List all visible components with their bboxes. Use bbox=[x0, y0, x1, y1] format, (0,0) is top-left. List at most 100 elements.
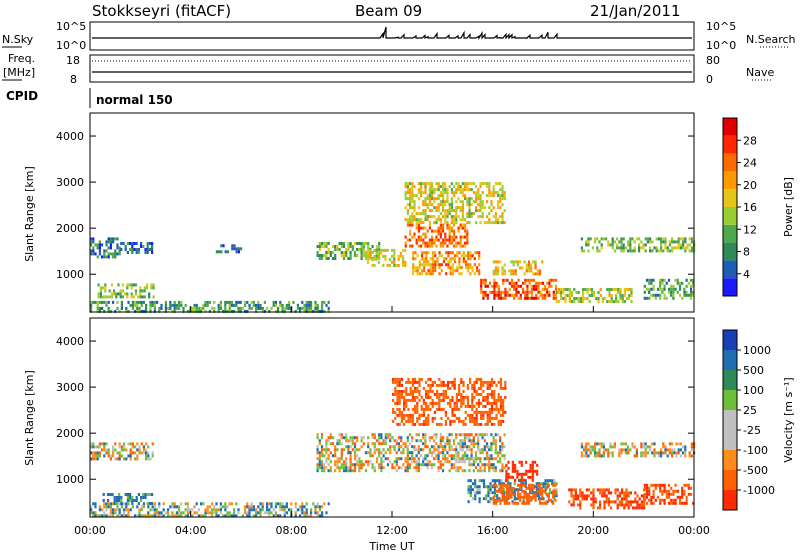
velocity-cell-4 bbox=[394, 380, 397, 384]
power-cell-4 bbox=[104, 295, 107, 299]
velocity-cell-6 bbox=[532, 495, 535, 499]
velocity-cell-10 bbox=[643, 483, 646, 487]
power-cell-9 bbox=[461, 218, 464, 222]
power-cell-12 bbox=[564, 294, 567, 297]
power-cell-9 bbox=[475, 221, 478, 225]
velocity-cbar-swatch-4 bbox=[723, 410, 737, 430]
power-cell-10 bbox=[482, 296, 485, 300]
velocity-cell-3 bbox=[452, 448, 456, 452]
velocity-cell-3 bbox=[477, 463, 480, 467]
power-cell-10 bbox=[482, 278, 485, 282]
power-cell-9 bbox=[475, 200, 478, 204]
power-cell-7 bbox=[450, 238, 453, 242]
velocity-cell-9 bbox=[649, 448, 652, 452]
velocity-cell-3 bbox=[340, 436, 343, 440]
power-cell-3 bbox=[149, 303, 152, 307]
velocity-cell-5 bbox=[485, 497, 488, 501]
velocity-cell-1 bbox=[105, 502, 108, 506]
velocity-cell-3 bbox=[386, 448, 390, 452]
power-cell-9 bbox=[453, 221, 456, 225]
velocity-cell-6 bbox=[552, 501, 555, 505]
power-cell-12 bbox=[571, 291, 574, 294]
velocity-cell-1 bbox=[274, 511, 277, 515]
velocity-cell-3 bbox=[503, 433, 506, 437]
power-cell-11 bbox=[514, 269, 517, 273]
velocity-cell-3 bbox=[485, 463, 489, 467]
velocity-cell-4 bbox=[451, 383, 454, 387]
velocity-cell-3 bbox=[474, 466, 478, 470]
velocity-cell-3 bbox=[419, 448, 423, 452]
power-cell-8 bbox=[456, 254, 459, 258]
velocity-cell-3 bbox=[457, 457, 460, 461]
velocity-cell-3 bbox=[488, 463, 491, 467]
power-cell-0 bbox=[103, 249, 106, 253]
power-cell-3 bbox=[120, 306, 123, 310]
power-cell-4 bbox=[113, 292, 116, 296]
power-cell-9 bbox=[431, 209, 434, 213]
power-cell-5 bbox=[367, 245, 370, 248]
velocity-cell-9 bbox=[613, 442, 616, 446]
velocity-cell-6 bbox=[519, 486, 522, 490]
power-cells bbox=[90, 182, 696, 313]
velocity-cell-1 bbox=[114, 511, 117, 515]
velocity-cell-3 bbox=[316, 448, 319, 452]
velocity-cell-1 bbox=[277, 514, 280, 518]
velocity-cell-6 bbox=[499, 486, 502, 490]
power-cell-5 bbox=[342, 257, 346, 260]
velocity-cell-4 bbox=[392, 392, 395, 396]
velocity-cells bbox=[90, 377, 696, 518]
velocity-cell-4 bbox=[488, 419, 491, 423]
power-cell-9 bbox=[499, 197, 502, 201]
velocity-frame bbox=[89, 317, 695, 518]
power-cell-9 bbox=[424, 182, 427, 186]
power-cell-8 bbox=[451, 266, 454, 270]
velocity-cell-0 bbox=[145, 454, 148, 458]
power-cell-3 bbox=[259, 303, 262, 307]
velocity-cell-4 bbox=[418, 398, 421, 402]
velocity-cell-9 bbox=[684, 454, 687, 458]
velocity-cell-3 bbox=[424, 463, 427, 467]
velocity-cell-3 bbox=[448, 454, 451, 458]
power-cell-10 bbox=[513, 284, 516, 288]
velocity-cell-10 bbox=[681, 489, 684, 493]
power-cell-7 bbox=[439, 232, 442, 236]
power-cell-9 bbox=[486, 221, 489, 225]
velocity-cell-9 bbox=[631, 442, 634, 446]
power-cell-9 bbox=[442, 182, 445, 186]
power-cell-12 bbox=[566, 294, 569, 297]
velocity-cell-3 bbox=[380, 433, 383, 437]
power-cell-9 bbox=[479, 200, 482, 204]
power-cell-9 bbox=[444, 212, 447, 216]
velocity-cell-0 bbox=[120, 448, 123, 452]
velocity-cell-8 bbox=[603, 500, 606, 504]
velocity-cell-1 bbox=[215, 502, 218, 506]
velocity-cell-3 bbox=[345, 433, 348, 437]
power-cell-14 bbox=[672, 287, 675, 291]
power-cell-9 bbox=[417, 218, 420, 222]
power-cell-9 bbox=[488, 182, 491, 186]
power-cell-8 bbox=[414, 257, 417, 261]
power-cell-10 bbox=[482, 293, 485, 297]
velocity-cell-8 bbox=[618, 500, 621, 504]
power-cell-10 bbox=[521, 290, 525, 294]
velocity-cell-10 bbox=[685, 501, 688, 505]
velocity-cell-5 bbox=[474, 494, 477, 498]
velocity-cell-0 bbox=[94, 454, 97, 458]
power-cell-9 bbox=[488, 221, 491, 225]
power-cell-9 bbox=[428, 197, 431, 201]
power-cell-14 bbox=[683, 293, 686, 297]
power-cell-10 bbox=[482, 281, 485, 285]
power-cell-10 bbox=[484, 284, 487, 288]
velocity-cell-6 bbox=[547, 483, 550, 487]
power-cell-10 bbox=[488, 290, 492, 294]
velocity-cell-8 bbox=[623, 497, 626, 501]
power-cell-10 bbox=[546, 290, 549, 294]
nave-label: Nave bbox=[746, 66, 774, 79]
power-cell-9 bbox=[420, 185, 423, 189]
velocity-cell-3 bbox=[378, 454, 381, 458]
power-cell-5 bbox=[334, 257, 337, 260]
power-cell-7 bbox=[450, 226, 453, 230]
velocity-cell-4 bbox=[469, 404, 472, 408]
power-cell-3 bbox=[96, 306, 99, 310]
velocity-cell-3 bbox=[450, 463, 453, 467]
